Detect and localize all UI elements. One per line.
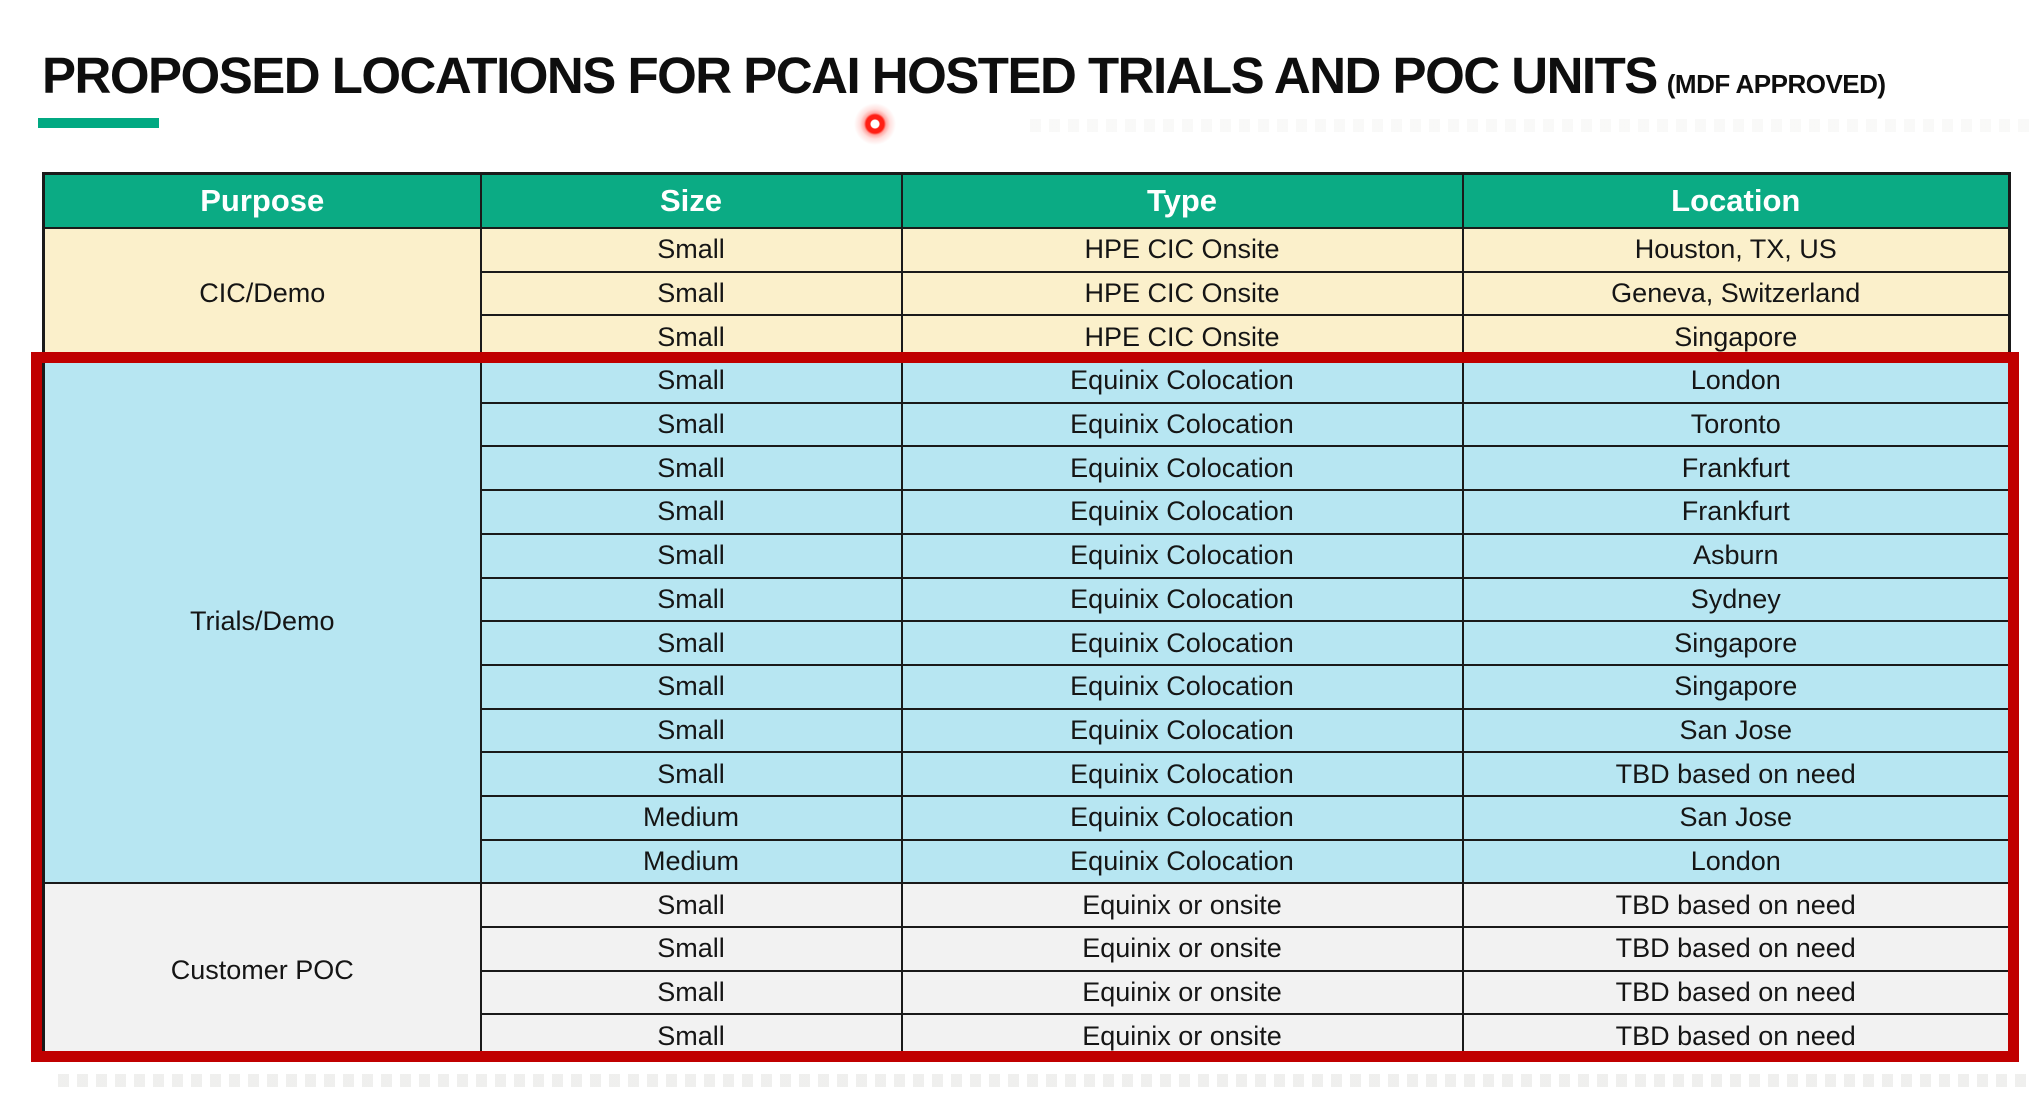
cell-type: Equinix Colocation	[900, 794, 1464, 841]
cell-type: Equinix or onsite	[900, 926, 1464, 972]
cell-purpose: Customer POC	[42, 882, 482, 1060]
column-header-type: Type	[900, 172, 1464, 229]
cell-size: Small	[479, 489, 903, 535]
table-row: Small Equinix Colocation Toronto	[44, 401, 2011, 448]
laser-pointer-dot	[853, 102, 897, 146]
page-title: PROPOSED LOCATIONS FOR PCAI HOSTED TRIAL…	[42, 50, 1886, 101]
title-accent-underline	[38, 118, 159, 128]
table-row: CIC/Demo Small HPE CIC Onsite Houston, T…	[42, 226, 2011, 361]
cell-location: Geneva, Switzerland	[1461, 270, 2011, 317]
page-title-suffix: (MDF APPROVED)	[1666, 69, 1886, 99]
cell-location: Frankfurt	[1461, 489, 2011, 535]
cell-location: TBD based on need	[1461, 926, 2011, 972]
ghost-text-artifact-top	[1030, 119, 2030, 132]
cell-size: Small	[479, 314, 903, 361]
section-cic-demo: CIC/Demo Small HPE CIC Onsite Houston, T…	[42, 226, 2011, 361]
cell-purpose: Trials/Demo	[42, 358, 482, 885]
cell-type: Equinix or onsite	[900, 1013, 1464, 1060]
cell-location: TBD based on need	[1461, 882, 2011, 928]
cell-size: Small	[479, 663, 903, 710]
cell-type: Equinix Colocation	[900, 751, 1464, 797]
section-trials-demo: Trials/Demo Small Equinix Colocation Lon…	[42, 358, 2011, 885]
cell-location: London	[1461, 358, 2011, 404]
cell-type: Equinix Colocation	[900, 620, 1464, 666]
cell-type: Equinix Colocation	[900, 445, 1464, 492]
cell-size: Small	[479, 270, 903, 317]
cell-size: Medium	[479, 794, 903, 841]
table-row: Small Equinix Colocation Sydney	[44, 576, 2011, 623]
table-row: Small Equinix Colocation TBD based on ne…	[44, 751, 2011, 797]
table-row: Customer POC Small Equinix or onsite TBD…	[42, 882, 2011, 1060]
cell-type: Equinix Colocation	[900, 707, 1464, 754]
cell-type: Equinix Colocation	[900, 358, 1464, 404]
cell-type: Equinix Colocation	[900, 838, 1464, 885]
table-row: Small Equinix Colocation Asburn	[44, 532, 2011, 579]
cell-location: TBD based on need	[1461, 969, 2011, 1016]
table-row: Small Equinix Colocation Singapore	[44, 620, 2011, 666]
cell-location: Frankfurt	[1461, 445, 2011, 492]
cell-type: HPE CIC Onsite	[900, 227, 1464, 273]
table-row: Trials/Demo Small Equinix Colocation Lon…	[42, 358, 2011, 885]
cell-size: Small	[479, 620, 903, 666]
cell-location: TBD based on need	[1461, 751, 2011, 797]
cell-purpose: CIC/Demo	[42, 226, 482, 361]
cell-location: Asburn	[1461, 532, 2011, 579]
cell-size: Small	[479, 227, 903, 273]
cell-type: Equinix Colocation	[900, 663, 1464, 710]
cell-size: Small	[479, 926, 903, 972]
cell-location: Singapore	[1461, 620, 2011, 666]
cell-location: Sydney	[1461, 576, 2011, 623]
cell-location: San Jose	[1461, 794, 2011, 841]
cell-location: Singapore	[1461, 663, 2011, 710]
cell-size: Small	[479, 751, 903, 797]
column-header-purpose: Purpose	[42, 172, 482, 229]
table-row: Medium Equinix Colocation San Jose	[44, 794, 2011, 841]
cell-size: Small	[479, 532, 903, 579]
ghost-text-artifact-bottom	[58, 1074, 2030, 1087]
cell-size: Small	[479, 358, 903, 404]
cell-size: Small	[479, 882, 903, 928]
cell-type: Equinix Colocation	[900, 489, 1464, 535]
cell-size: Small	[479, 401, 903, 448]
table-row: Medium Equinix Colocation London	[44, 838, 2011, 885]
table-row: Small Equinix Colocation San Jose	[44, 707, 2011, 754]
section-customer-poc: Customer POC Small Equinix or onsite TBD…	[42, 882, 2011, 1060]
page-title-text: PROPOSED LOCATIONS FOR PCAI HOSTED TRIAL…	[42, 47, 1658, 104]
cell-size: Small	[479, 576, 903, 623]
table-row: Small Equinix Colocation Singapore	[44, 663, 2011, 710]
cell-location: London	[1461, 838, 2011, 885]
cell-type: HPE CIC Onsite	[900, 314, 1464, 361]
cell-type: Equinix or onsite	[900, 882, 1464, 928]
cell-size: Small	[479, 445, 903, 492]
cell-location: Toronto	[1461, 401, 2011, 448]
table-row: Small Equinix Colocation Frankfurt	[44, 489, 2011, 535]
cell-type: Equinix Colocation	[900, 532, 1464, 579]
cell-type: Equinix Colocation	[900, 576, 1464, 623]
table-row: Small Equinix or onsite TBD based on nee…	[44, 926, 2011, 972]
table-row: Small HPE CIC Onsite Geneva, Switzerland	[44, 270, 2011, 317]
cell-location: San Jose	[1461, 707, 2011, 754]
table-row: Small Equinix or onsite TBD based on nee…	[44, 969, 2011, 1016]
locations-table: Purpose Size Type Location CIC/Demo Smal…	[42, 172, 2011, 1061]
cell-size: Small	[479, 1013, 903, 1060]
table-header-row: Purpose Size Type Location	[42, 172, 2011, 229]
cell-type: Equinix or onsite	[900, 969, 1464, 1016]
cell-size: Small	[479, 707, 903, 754]
cell-location: TBD based on need	[1461, 1013, 2011, 1060]
cell-location: Singapore	[1461, 314, 2011, 361]
table-row: Small Equinix Colocation Frankfurt	[44, 445, 2011, 492]
column-header-location: Location	[1461, 172, 2011, 229]
column-header-size: Size	[479, 172, 903, 229]
cell-type: HPE CIC Onsite	[900, 270, 1464, 317]
cell-type: Equinix Colocation	[900, 401, 1464, 448]
cell-size: Small	[479, 969, 903, 1016]
cell-size: Medium	[479, 838, 903, 885]
cell-location: Houston, TX, US	[1461, 227, 2011, 273]
